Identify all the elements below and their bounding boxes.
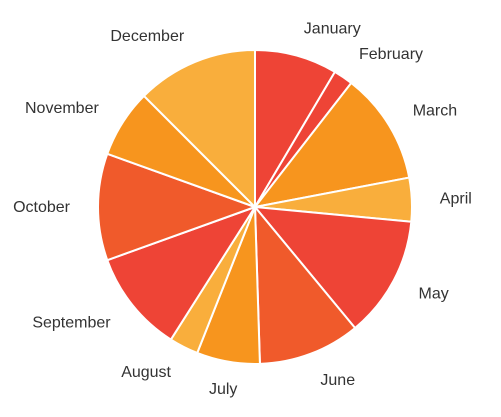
pie-label-july: July: [209, 381, 237, 398]
pie-slice-march: [254, 81, 411, 208]
pie-labels: January February March April May June July Augu…: [13, 21, 472, 399]
pie-label-august: August: [121, 364, 171, 381]
pie-slice-may: [254, 206, 413, 329]
pie-label-may: May: [419, 286, 449, 303]
pie-label-october: October: [13, 199, 71, 216]
pie-label-march: March: [413, 102, 457, 119]
pie-slice-september: [106, 206, 256, 341]
pie-slice-october: [97, 152, 256, 262]
pie-label-february: February: [359, 46, 423, 63]
pie-label-november: November: [25, 100, 99, 117]
pie-slices: [97, 49, 413, 365]
pie-label-april: April: [440, 190, 472, 207]
pie-label-june: June: [320, 372, 355, 389]
pie-label-december: December: [110, 28, 184, 45]
pie-slice-june: [254, 206, 357, 365]
pie-label-september: September: [32, 315, 111, 332]
pie-slice-january: [254, 49, 336, 208]
pie-slice-december: [142, 49, 256, 208]
pie-label-january: January: [304, 21, 361, 38]
